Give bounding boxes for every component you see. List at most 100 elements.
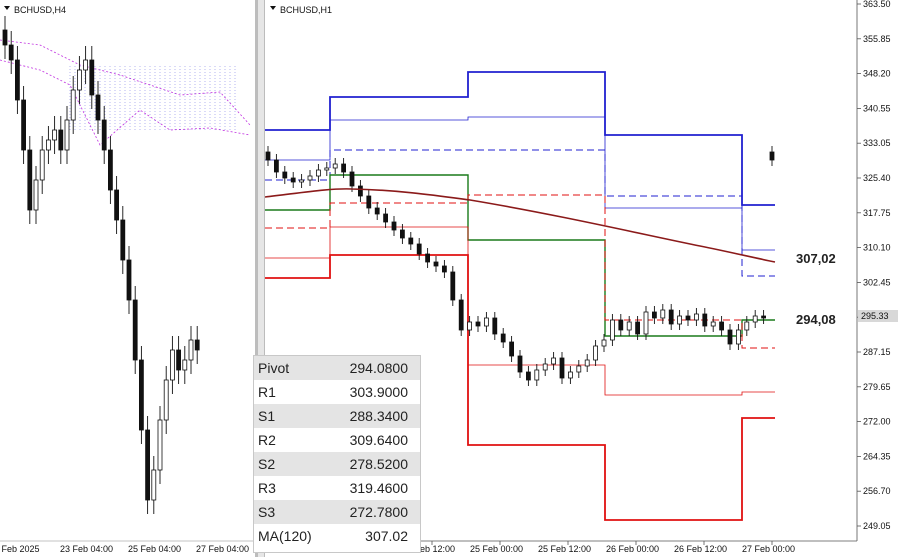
- price-label: 249.05: [863, 521, 891, 531]
- level-value: 278.5200: [349, 456, 408, 472]
- level-name: MA(120): [258, 528, 312, 544]
- pivot-value-label: 294,08: [796, 312, 836, 327]
- candle-body: [483, 317, 489, 327]
- candle-body: [126, 259, 132, 301]
- level-value: 307.02: [365, 528, 408, 544]
- candle-body: [101, 119, 107, 151]
- candle-body: [39, 149, 45, 181]
- left-chart-h4[interactable]: BCHUSD,H4 2 Feb 2025 23 Feb 04:00 25 Feb…: [0, 0, 257, 557]
- candle-body: [21, 99, 27, 151]
- left-x-label: 25 Feb 04:00: [128, 544, 181, 554]
- candle-body: [601, 339, 607, 347]
- candle-body: [736, 329, 741, 345]
- left-x-label: 2 Feb 2025: [0, 544, 40, 554]
- level-name: Pivot: [258, 360, 290, 376]
- candle-body: [710, 321, 716, 327]
- price-label: 287.15: [863, 347, 891, 357]
- candle-body: [157, 419, 163, 471]
- candle-body: [176, 349, 182, 371]
- pane-splitter[interactable]: [257, 0, 265, 557]
- candle-body: [517, 355, 523, 373]
- candle-body: [95, 94, 101, 121]
- price-label: 363.50: [863, 0, 891, 9]
- candle-body: [643, 311, 649, 335]
- level-name: R2: [258, 432, 276, 448]
- time-label: 27 Feb 00:00: [742, 544, 795, 554]
- candle-body: [332, 163, 338, 169]
- chart-arrow-icon: [4, 6, 10, 10]
- candle-body: [273, 159, 279, 173]
- price-label: 355.85: [863, 34, 891, 44]
- candle-body: [341, 163, 347, 173]
- candle-body: [500, 333, 506, 343]
- candle-body: [761, 315, 766, 319]
- candle-body: [366, 195, 372, 209]
- candle-body: [265, 151, 271, 161]
- price-label: 264.35: [863, 451, 891, 461]
- candle-body: [52, 129, 57, 141]
- time-label: 25 Feb 00:00: [470, 544, 523, 554]
- candle-body: [593, 345, 598, 361]
- time-label: 25 Feb 12:00: [538, 544, 591, 554]
- candle-body: [290, 177, 296, 183]
- current-price-value: 295.33: [861, 311, 889, 321]
- candle-body: [584, 359, 590, 367]
- candle-body: [374, 207, 380, 215]
- candle-body: [27, 149, 33, 211]
- candle-body: [744, 321, 750, 331]
- candle-body: [660, 309, 666, 319]
- candle-body: [610, 319, 615, 341]
- candle-body: [752, 315, 758, 323]
- cloud-edge: [0, 39, 251, 126]
- table-row: S2 278.5200: [254, 452, 420, 476]
- table-row: R2 309.6400: [254, 428, 420, 452]
- price-label: 317.75: [863, 208, 891, 218]
- candle-body: [534, 369, 540, 381]
- right-candles: [265, 146, 775, 386]
- candle-body: [652, 311, 657, 319]
- candle-body: [145, 429, 151, 501]
- candle-body: [151, 469, 157, 501]
- table-row: R3 319.4600: [254, 476, 420, 500]
- candle-body: [194, 339, 200, 351]
- pivot-level-line: [265, 71, 775, 206]
- level-value: 272.7800: [349, 504, 408, 520]
- candle-body: [70, 89, 76, 121]
- candle-body: [576, 365, 582, 373]
- candle-body: [324, 167, 330, 171]
- right-chart-h1[interactable]: BCHUSD,H1 363.50 355.85 348.20 340.55 333.05…: [265, 0, 900, 557]
- candle-body: [132, 299, 138, 361]
- candle-body: [114, 189, 119, 221]
- pivot-level-line: [265, 149, 775, 277]
- candle-body: [719, 321, 724, 331]
- candle-body: [64, 119, 70, 151]
- candle-body: [694, 313, 699, 321]
- candle-body: [14, 59, 20, 101]
- candle-body: [526, 371, 531, 381]
- table-row: S1 288.3400: [254, 404, 420, 428]
- candle-body: [441, 265, 447, 273]
- candle-body: [467, 321, 473, 331]
- candle-body: [2, 29, 8, 46]
- price-label: 310.10: [863, 243, 891, 253]
- chart-arrow-icon: [270, 6, 276, 10]
- level-name: S2: [258, 456, 276, 472]
- candle-body: [425, 253, 431, 263]
- table-row: Pivot 294.0800: [254, 356, 420, 380]
- level-value: 319.4600: [349, 480, 408, 496]
- level-name: S1: [258, 408, 276, 424]
- candle-body: [618, 319, 624, 331]
- candle-body: [727, 329, 733, 345]
- pivot-levels-table: Pivot 294.0800 R1 303.9000 S1 288.3400 R2 30…: [253, 355, 421, 553]
- candle-body: [138, 359, 144, 431]
- price-label: 340.55: [863, 103, 891, 113]
- table-row: MA(120) 307.02: [254, 524, 420, 548]
- candle-body: [349, 171, 355, 187]
- candle-body: [626, 321, 632, 331]
- right-chart-title: BCHUSD,H1: [280, 5, 332, 15]
- candle-body: [450, 271, 456, 301]
- price-label: 256.70: [863, 486, 891, 496]
- price-label: 279.65: [863, 382, 891, 392]
- candle-body: [568, 371, 573, 379]
